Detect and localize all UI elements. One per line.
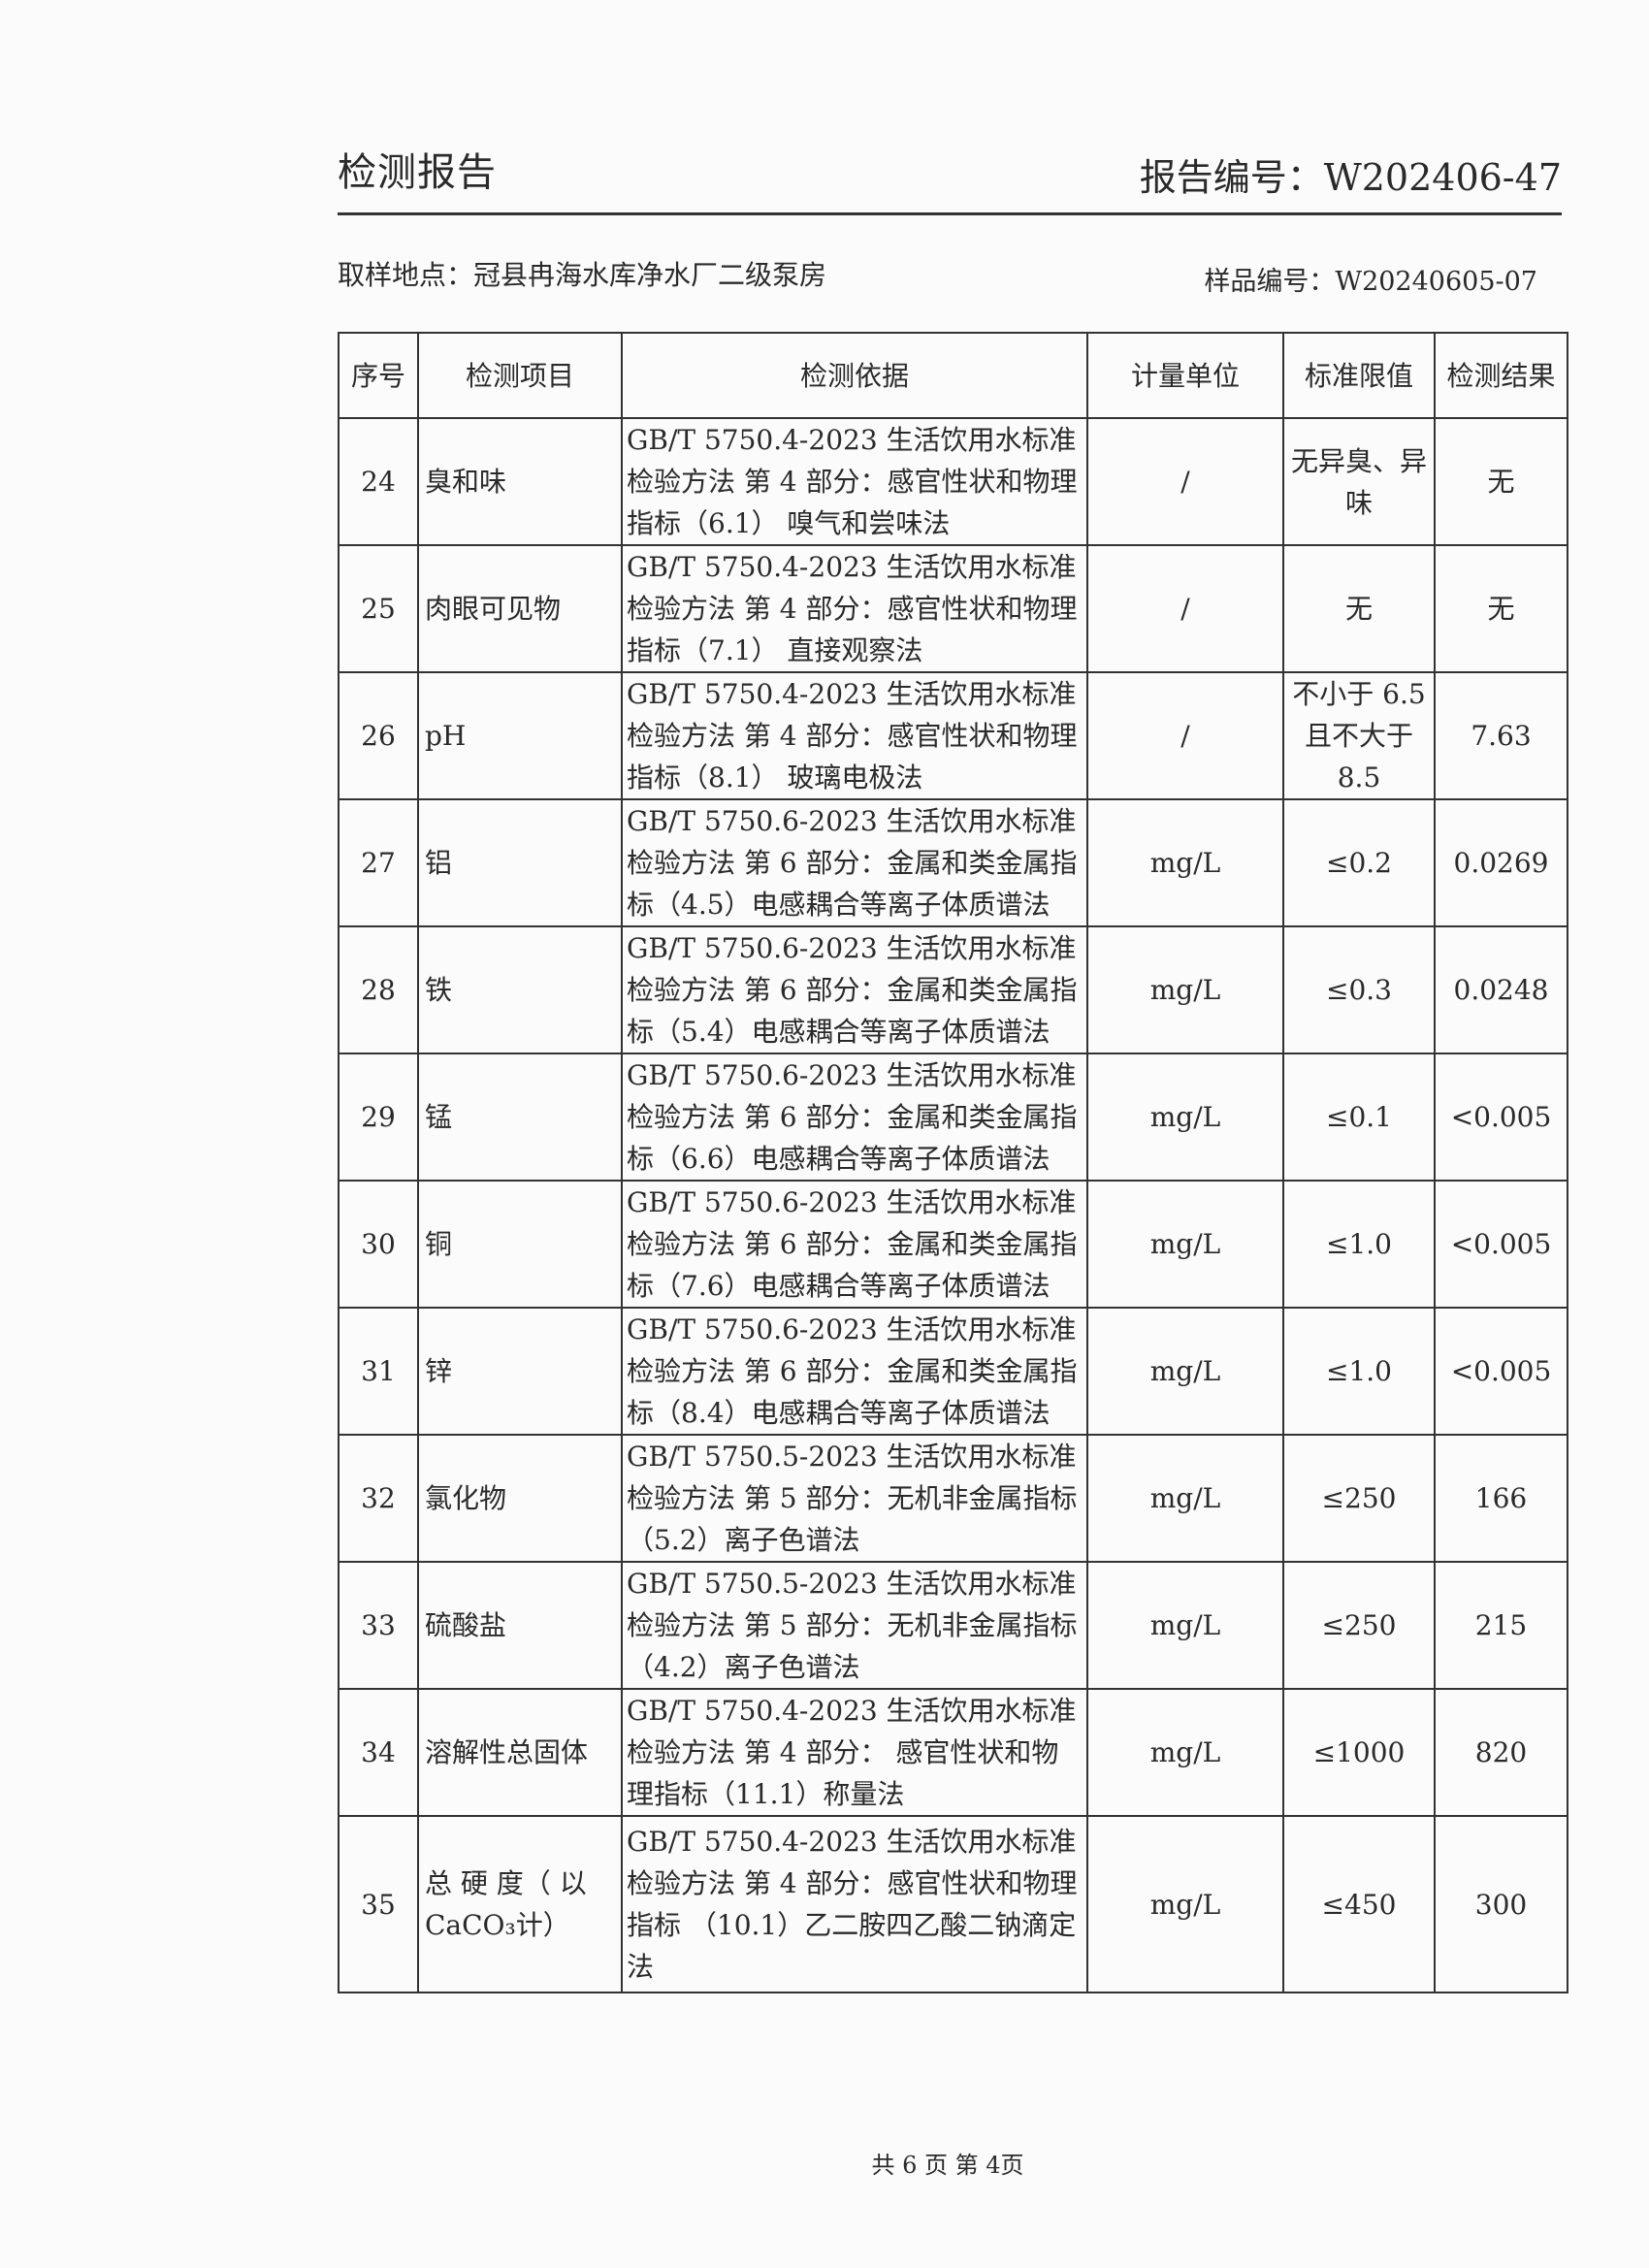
page-footer: 共 6 页 第 4页 <box>871 2152 1024 2179</box>
sample-number: 样品编号：W20240605-07 <box>1204 267 1537 297</box>
cell-basis: GB/T 5750.4-2023 生活饮用水标准检验方法 第 4 部分：感官性状… <box>621 1815 1088 1993</box>
col-header-no: 序号 <box>338 332 419 419</box>
cell-unit: mg/L <box>1086 1561 1284 1690</box>
cell-no: 28 <box>338 925 419 1054</box>
cell-no: 34 <box>338 1688 419 1817</box>
cell-result: 215 <box>1434 1561 1568 1690</box>
cell-limit: ≤0.1 <box>1282 1053 1436 1182</box>
cell-item: 溶解性总固体 <box>417 1688 623 1817</box>
cell-unit: / <box>1086 671 1284 800</box>
cell-no: 33 <box>338 1561 419 1690</box>
table-row: 28 铁 GB/T 5750.6-2023 生活饮用水标准检验方法 第 6 部分：金… <box>338 925 1568 1054</box>
cell-limit: ≤1.0 <box>1282 1307 1436 1436</box>
cell-unit: mg/L <box>1086 1180 1284 1309</box>
cell-basis: GB/T 5750.4-2023 生活饮用水标准检验方法 第 4 部分：感官性状… <box>621 671 1088 800</box>
cell-item: 氯化物 <box>417 1434 623 1563</box>
cell-result: <0.005 <box>1434 1180 1568 1309</box>
cell-basis: GB/T 5750.6-2023 生活饮用水标准检验方法 第 6 部分：金属和类… <box>621 798 1088 927</box>
cell-result: 820 <box>1434 1688 1568 1817</box>
cell-result: 0.0248 <box>1434 925 1568 1054</box>
cell-unit: / <box>1086 417 1284 546</box>
cell-basis: GB/T 5750.4-2023 生活饮用水标准检验方法 第 4 部分： 感官性… <box>621 1688 1088 1817</box>
col-header-result: 检测结果 <box>1434 332 1568 419</box>
cell-basis: GB/T 5750.5-2023 生活饮用水标准检验方法 第 5 部分：无机非金… <box>621 1561 1088 1690</box>
cell-result: 无 <box>1434 544 1568 673</box>
cell-unit: mg/L <box>1086 1434 1284 1563</box>
cell-no: 26 <box>338 671 419 800</box>
cell-result: <0.005 <box>1434 1307 1568 1436</box>
cell-no: 25 <box>338 544 419 673</box>
table-row: 24 臭和味 GB/T 5750.4-2023 生活饮用水标准检验方法 第 4 部分… <box>338 417 1568 546</box>
cell-item: 锰 <box>417 1053 623 1182</box>
cell-unit: mg/L <box>1086 1053 1284 1182</box>
document-title: 检测报告 <box>338 150 497 195</box>
cell-item: 臭和味 <box>417 417 623 546</box>
cell-no: 31 <box>338 1307 419 1436</box>
report-number: 报告编号：W202406-47 <box>1139 156 1562 199</box>
cell-no: 30 <box>338 1180 419 1309</box>
table-row: 29 锰 GB/T 5750.6-2023 生活饮用水标准检验方法 第 6 部分：金… <box>338 1053 1568 1182</box>
cell-basis: GB/T 5750.6-2023 生活饮用水标准检验方法 第 6 部分：金属和类… <box>621 925 1088 1054</box>
cell-limit: 无 <box>1282 544 1436 673</box>
cell-limit: ≤0.3 <box>1282 925 1436 1054</box>
cell-unit: mg/L <box>1086 925 1284 1054</box>
cell-item: 总 硬 度（ 以 CaCO₃计） <box>417 1815 623 1993</box>
cell-limit: ≤1000 <box>1282 1688 1436 1817</box>
table-row: 27 铝 GB/T 5750.6-2023 生活饮用水标准检验方法 第 6 部分：金… <box>338 798 1568 927</box>
table-row: 25 肉眼可见物 GB/T 5750.4-2023 生活饮用水标准检验方法 第 4 … <box>338 544 1568 673</box>
cell-basis: GB/T 5750.6-2023 生活饮用水标准检验方法 第 6 部分：金属和类… <box>621 1053 1088 1182</box>
cell-item: 肉眼可见物 <box>417 544 623 673</box>
cell-result: <0.005 <box>1434 1053 1568 1182</box>
table-row: 30 铜 GB/T 5750.6-2023 生活饮用水标准检验方法 第 6 部分：金… <box>338 1180 1568 1309</box>
cell-result: 0.0269 <box>1434 798 1568 927</box>
cell-unit: / <box>1086 544 1284 673</box>
cell-result: 166 <box>1434 1434 1568 1563</box>
table-header-row: 序号 检测项目 检测依据 计量单位 标准限值 检测结果 <box>338 332 1568 419</box>
table-row: 33 硫酸盐 GB/T 5750.5-2023 生活饮用水标准检验方法 第 5 部分… <box>338 1561 1568 1690</box>
col-header-unit: 计量单位 <box>1086 332 1284 419</box>
col-header-limit: 标准限值 <box>1282 332 1436 419</box>
cell-no: 27 <box>338 798 419 927</box>
col-header-item: 检测项目 <box>417 332 623 419</box>
cell-basis: GB/T 5750.4-2023 生活饮用水标准检验方法 第 4 部分：感官性状… <box>621 417 1088 546</box>
cell-limit: ≤450 <box>1282 1815 1436 1993</box>
cell-limit: ≤0.2 <box>1282 798 1436 927</box>
cell-basis: GB/T 5750.5-2023 生活饮用水标准检验方法 第 5 部分：无机非金… <box>621 1434 1088 1563</box>
cell-unit: mg/L <box>1086 798 1284 927</box>
cell-no: 29 <box>338 1053 419 1182</box>
col-header-basis: 检测依据 <box>621 332 1088 419</box>
table-row: 35 总 硬 度（ 以 CaCO₃计） GB/T 5750.4-2023 生活饮用水… <box>338 1815 1568 1993</box>
cell-item: 铝 <box>417 798 623 927</box>
cell-item: 锌 <box>417 1307 623 1436</box>
cell-limit: ≤1.0 <box>1282 1180 1436 1309</box>
cell-unit: mg/L <box>1086 1307 1284 1436</box>
sample-location: 取样地点：冠县冉海水库净水厂二级泵房 <box>338 259 827 291</box>
cell-limit: ≤250 <box>1282 1561 1436 1690</box>
cell-result: 无 <box>1434 417 1568 546</box>
cell-unit: mg/L <box>1086 1815 1284 1993</box>
cell-result: 7.63 <box>1434 671 1568 800</box>
table-row: 26 pH GB/T 5750.4-2023 生活饮用水标准检验方法 第 4 部分：… <box>338 671 1568 800</box>
cell-basis: GB/T 5750.6-2023 生活饮用水标准检验方法 第 6 部分：金属和类… <box>621 1180 1088 1309</box>
table-row: 31 锌 GB/T 5750.6-2023 生活饮用水标准检验方法 第 6 部分：金… <box>338 1307 1568 1436</box>
cell-basis: GB/T 5750.6-2023 生活饮用水标准检验方法 第 6 部分：金属和类… <box>621 1307 1088 1436</box>
cell-limit: 无异臭、异味 <box>1282 417 1436 546</box>
cell-unit: mg/L <box>1086 1688 1284 1817</box>
header-divider <box>338 212 1562 215</box>
cell-no: 24 <box>338 417 419 546</box>
cell-no: 35 <box>338 1815 419 1993</box>
cell-basis: GB/T 5750.4-2023 生活饮用水标准检验方法 第 4 部分：感官性状… <box>621 544 1088 673</box>
cell-item: 硫酸盐 <box>417 1561 623 1690</box>
cell-limit: ≤250 <box>1282 1434 1436 1563</box>
table-row: 32 氯化物 GB/T 5750.5-2023 生活饮用水标准检验方法 第 5 部分… <box>338 1434 1568 1563</box>
cell-result: 300 <box>1434 1815 1568 1993</box>
cell-item: pH <box>417 671 623 800</box>
table-row: 34 溶解性总固体 GB/T 5750.4-2023 生活饮用水标准检验方法 第 4… <box>338 1688 1568 1817</box>
results-table: 序号 检测项目 检测依据 计量单位 标准限值 检测结果 24 臭和味 GB/T 57… <box>338 332 1568 1993</box>
cell-limit: 不小于 6.5 且不大于 8.5 <box>1282 671 1436 800</box>
cell-no: 32 <box>338 1434 419 1563</box>
cell-item: 铁 <box>417 925 623 1054</box>
cell-item: 铜 <box>417 1180 623 1309</box>
